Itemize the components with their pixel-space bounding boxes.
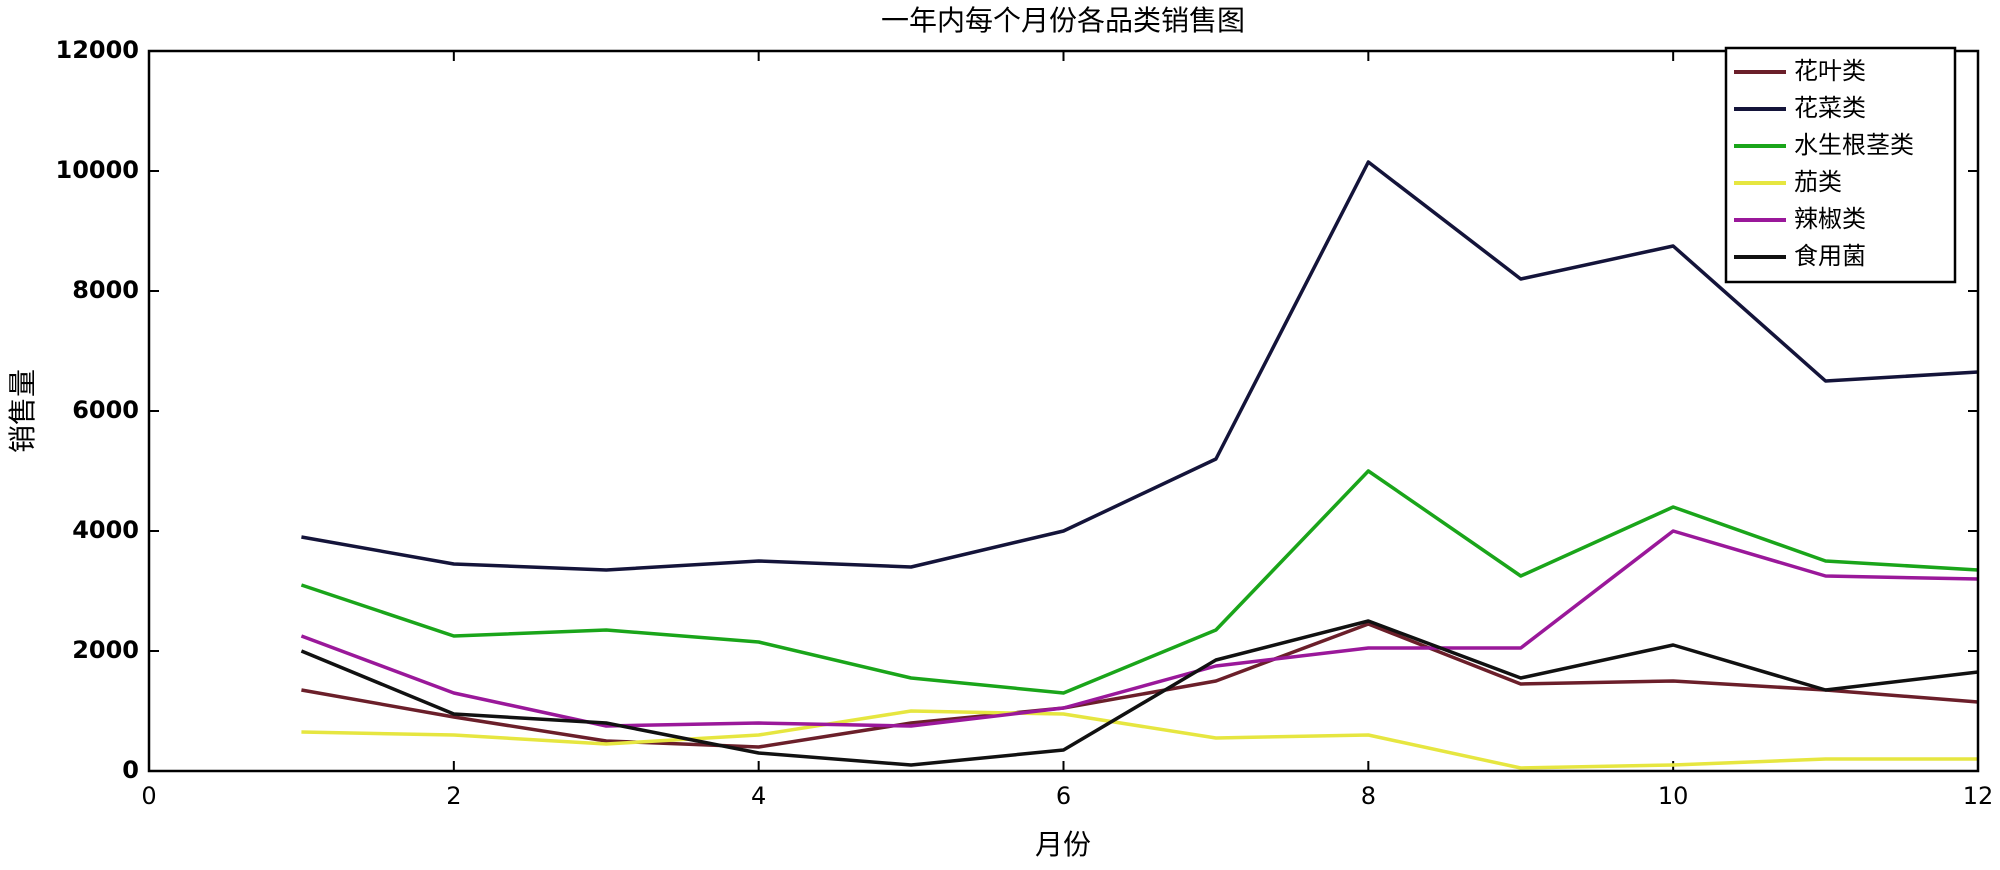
legend-label: 花菜类 <box>1794 94 1866 122</box>
legend-label: 茄类 <box>1794 168 1842 196</box>
legend-label: 花叶类 <box>1794 57 1866 85</box>
legend-label: 辣椒类 <box>1794 205 1866 233</box>
legend-box <box>1724 46 1957 284</box>
y-tick-label: 8000 <box>72 276 139 304</box>
legend-label: 食用菌 <box>1794 242 1866 270</box>
y-tick-label: 2000 <box>72 636 139 664</box>
x-tick-label: 10 <box>1658 782 1689 810</box>
series-line <box>300 469 1979 695</box>
y-tick-label: 4000 <box>72 516 139 544</box>
series-line <box>300 619 1979 767</box>
x-tick-label: 8 <box>1361 782 1376 810</box>
series-line <box>300 529 1979 728</box>
series-line <box>301 709 1978 770</box>
x-tick-label: 6 <box>1056 782 1071 810</box>
x-tick-label: 12 <box>1963 782 1994 810</box>
plot-frame <box>147 49 1980 773</box>
series-line <box>301 622 1979 749</box>
x-axis-label: 月份 <box>1035 828 1091 861</box>
y-axis-label: 销售量 <box>6 369 39 453</box>
x-tick-label: 4 <box>751 782 766 810</box>
y-tick-label: 0 <box>122 756 139 784</box>
x-tick-label: 2 <box>446 782 461 810</box>
series-line <box>301 160 1979 572</box>
chart-title: 一年内每个月份各品类销售图 <box>881 4 1245 37</box>
y-tick-label: 6000 <box>72 396 139 424</box>
y-tick-label: 12000 <box>56 36 140 64</box>
y-tick-label: 10000 <box>56 156 140 184</box>
x-tick-label: 0 <box>141 782 156 810</box>
legend-label: 水生根茎类 <box>1794 131 1914 159</box>
